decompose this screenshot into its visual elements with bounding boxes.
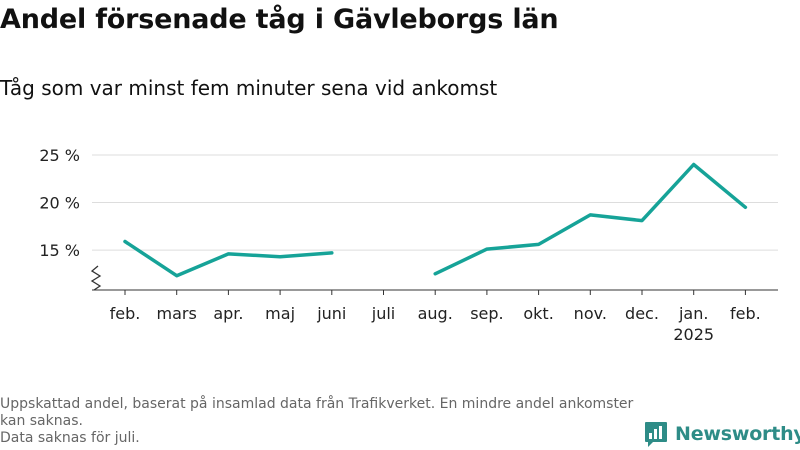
chart-footer: Uppskattad andel, baserat på insamlad da… [0,396,640,447]
newsworthy-logo-icon [645,422,667,447]
series-line [433,162,748,276]
x-tick-label: aug. [418,304,453,323]
x-tick-label: okt. [523,304,553,323]
x-tick-label: dec. [625,304,659,323]
series-line [123,239,334,278]
brand-logo: Newsworthy [644,420,800,448]
x-tick-label: juli [371,304,395,323]
footer-missing-note: Data saknas för juli. [0,430,140,446]
footer-note: Uppskattad andel, baserat på insamlad da… [0,396,634,429]
y-tick-label: 15 % [39,241,80,260]
x-tick-label: feb. [110,304,141,323]
x-tick-label: sep. [470,304,503,323]
chart-subtitle: Tåg som var minst fem minuter sena vid a… [0,76,498,100]
x-tick-sublabel: 2025 [673,325,714,344]
x-tick-label: mars [157,304,197,323]
x-tick-label: feb. [730,304,761,323]
y-tick-label: 20 % [39,194,80,213]
axis-break-icon [90,265,102,291]
x-tick-label: nov. [574,304,607,323]
x-tick-label: maj [265,304,295,323]
chart-title: Andel försenade tåg i Gävleborgs län [0,4,559,35]
y-tick-label: 25 % [39,146,80,165]
x-tick-label: jan. [678,304,708,323]
x-tick-label: juni [316,304,346,323]
line-chart: 15 % 20 % 25 % feb. mars apr. maj juni juli aug.… [39,146,778,344]
x-tick-label: apr. [213,304,243,323]
brand-name: Newsworthy [675,423,800,445]
